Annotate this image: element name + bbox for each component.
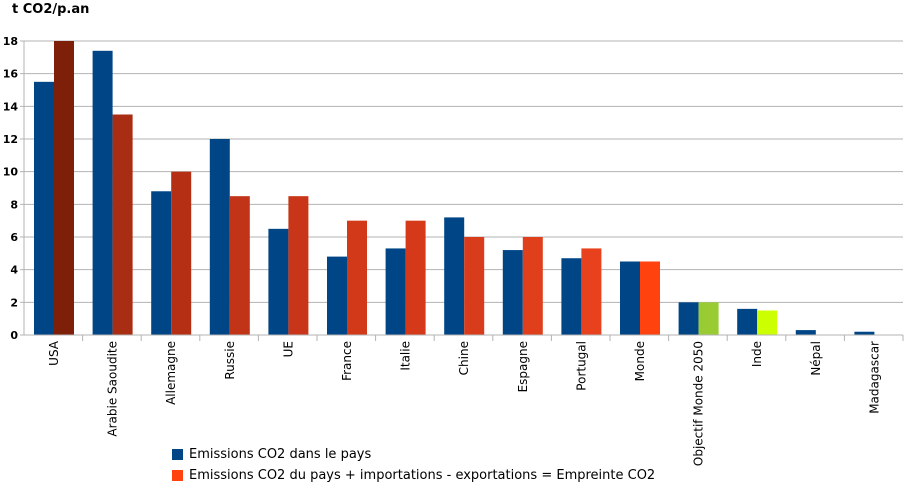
bar-series2-8: [522, 237, 543, 335]
y-tick-label-0: 0: [10, 329, 18, 342]
bar-series2-2: [171, 171, 192, 335]
legend: Emissions CO2 dans le pays Emissions CO2…: [172, 444, 655, 486]
y-tick-label-6: 6: [10, 231, 18, 244]
x-tick-label-8: Espagne: [516, 341, 530, 392]
bar-series2-1: [112, 114, 133, 335]
bar-series1-4: [268, 228, 289, 335]
x-tick-label-6: Italie: [399, 341, 413, 371]
bar-series1-8: [502, 250, 523, 335]
bar-series2-12: [757, 310, 778, 335]
x-tick-label-12: Inde: [750, 341, 764, 367]
x-tick-label-5: France: [340, 341, 354, 381]
y-tick-label-10: 10: [3, 166, 19, 179]
bar-series1-5: [327, 256, 347, 335]
bar-series1-10: [620, 261, 640, 335]
x-tick-label-7: Chine: [457, 341, 471, 375]
y-tick-label-12: 12: [3, 133, 18, 146]
y-tick-label-14: 14: [3, 100, 19, 113]
y-tick-label-4: 4: [10, 264, 18, 277]
x-tick-label-14: Madagascar: [867, 341, 881, 414]
y-tick-label-2: 2: [10, 296, 18, 309]
bar-series2-9: [581, 248, 602, 335]
bar-series1-3: [209, 139, 230, 335]
x-tick-label-2: Allemagne: [164, 341, 178, 405]
bar-series1-13: [795, 330, 816, 335]
bar-series1-2: [151, 191, 172, 335]
x-tick-label-11: Objectif Monde 2050: [692, 341, 706, 466]
bar-series2-7: [464, 237, 485, 335]
bar-series1-7: [444, 217, 465, 335]
legend-label-series-1: Emissions CO2 dans le pays: [189, 447, 372, 462]
bar-series2-10: [640, 261, 660, 335]
legend-label-series-2: Emissions CO2 du pays + importations - e…: [189, 468, 656, 483]
bar-series2-3: [229, 196, 250, 335]
bar-series2-4: [288, 196, 309, 335]
bar-series2-5: [347, 220, 367, 335]
bar-series1-6: [385, 248, 406, 335]
y-tick-label-18: 18: [3, 35, 18, 48]
bar-series1-9: [561, 258, 582, 335]
bar-series1-1: [92, 50, 113, 336]
y-tick-label-16: 16: [3, 68, 19, 81]
bar-series1-11: [678, 302, 699, 335]
legend-item-series-1: Emissions CO2 dans le pays: [172, 444, 655, 465]
y-axis-label: t CO2/p.an: [12, 2, 90, 17]
legend-swatch-series-1: [172, 449, 183, 460]
x-tick-label-13: Népal: [809, 341, 823, 376]
bar-series1-0: [34, 81, 54, 335]
x-tick-label-3: Russie: [223, 341, 237, 380]
legend-item-series-2: Emissions CO2 du pays + importations - e…: [172, 465, 655, 486]
bar-series1-14: [854, 331, 875, 335]
x-tick-label-4: UE: [281, 341, 295, 357]
bar-series1-12: [737, 308, 758, 335]
legend-swatch-series-2: [172, 470, 183, 481]
bar-series2-0: [54, 41, 74, 335]
x-tick-label-1: Arabie Saoudite: [106, 341, 120, 437]
bar-series2-11: [698, 302, 719, 335]
y-tick-label-8: 8: [10, 198, 18, 211]
x-tick-label-10: Monde: [633, 341, 647, 381]
x-tick-label-9: Portugal: [574, 341, 588, 391]
bar-series2-6: [405, 220, 426, 335]
x-tick-label-0: USA: [47, 340, 61, 366]
